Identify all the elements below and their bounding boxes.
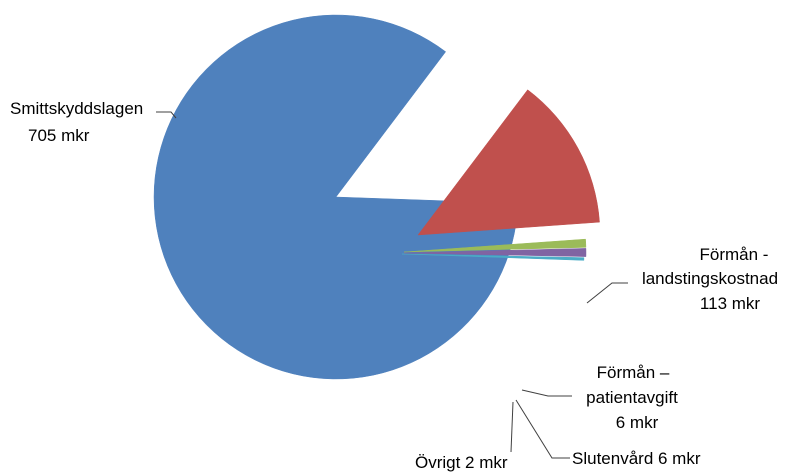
leader-patientavgift [521, 389, 572, 397]
pie-slice-1 [417, 89, 600, 236]
label-landstingskostnad: Förmån - landstingskostnad 113 mkr [642, 245, 778, 313]
pie-slices [153, 14, 600, 380]
label-slutenvard: Slutenvård 6 mkr [572, 449, 701, 468]
label-slutenvard-text: Slutenvård 6 mkr [572, 449, 701, 468]
pie-slice-0 [153, 14, 519, 380]
label-smittskyddslagen-value: 705 mkr [28, 126, 90, 145]
label-patientavgift: Förmån – patientavgift 6 mkr [586, 363, 678, 432]
pie-slice-2 [403, 238, 587, 253]
leader-ovrigt [510, 401, 514, 453]
label-landstingskostnad-value: 113 mkr [700, 294, 760, 313]
label-patientavgift-line2: patientavgift [586, 388, 678, 407]
label-smittskyddslagen-name: Smittskyddslagen [10, 99, 143, 118]
leader-smittskyddslagen [156, 111, 177, 119]
leader-landstingskostnad [586, 282, 628, 304]
label-patientavgift-line1: Förmån – [597, 363, 670, 382]
pie-slice-4 [401, 253, 585, 261]
label-landstingskostnad-line2: landstingskostnad [642, 269, 778, 288]
leader-lines [156, 111, 628, 459]
label-patientavgift-value: 6 mkr [616, 413, 659, 432]
label-smittskyddslagen: Smittskyddslagen 705 mkr [10, 99, 143, 145]
label-ovrigt-text: Övrigt 2 mkr [415, 453, 508, 472]
label-landstingskostnad-line1: Förmån - [700, 245, 769, 264]
label-ovrigt: Övrigt 2 mkr [415, 453, 508, 472]
leader-slutenvard [515, 399, 570, 459]
pie-slice-3 [403, 248, 587, 257]
